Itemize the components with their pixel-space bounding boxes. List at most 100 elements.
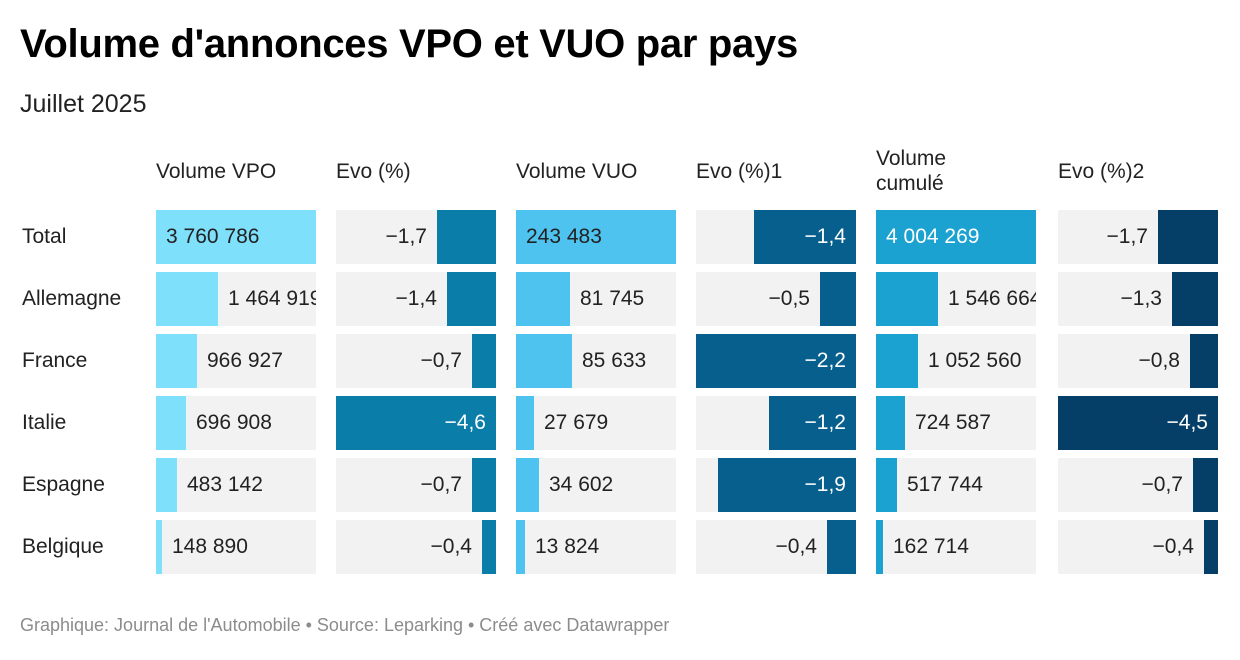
bar-vpo	[156, 520, 162, 574]
table-cell-evo1: −1,4	[336, 272, 496, 326]
table-cell-evo2: −0,5	[696, 272, 856, 326]
bar-cumul	[876, 210, 1036, 264]
value-label-evo3: −4,5	[1166, 411, 1208, 434]
table-cell-evo2: −0,4	[696, 520, 856, 574]
value-label-evo3: −0,8	[1138, 349, 1180, 372]
table-cell-evo3: −0,4	[1058, 520, 1218, 574]
value-label-vuo: 81 745	[580, 287, 645, 310]
value-label-evo2: −1,9	[804, 473, 846, 496]
bar-vpo	[156, 458, 177, 512]
bar-evo2	[820, 272, 856, 326]
value-label-evo3: −1,7	[1106, 225, 1148, 248]
table-cell-evo3: −1,3	[1058, 272, 1218, 326]
bar-vuo	[516, 334, 572, 388]
table-cell-vpo: 3 760 786	[156, 210, 316, 264]
table-cell-cumul: 1 052 560	[876, 334, 1036, 388]
bar-vpo	[156, 396, 186, 450]
table-cell-vpo: 966 927	[156, 334, 316, 388]
row-label: Espagne	[22, 473, 105, 496]
value-label-evo3: −0,7	[1141, 473, 1183, 496]
table-cell-vuo: 81 745	[516, 272, 676, 326]
value-label-evo2: −1,4	[804, 225, 846, 248]
bar-cumul	[876, 272, 938, 326]
table-cell-evo3: −0,7	[1058, 458, 1218, 512]
table-cell-vuo: 34 602	[516, 458, 676, 512]
bar-vuo	[516, 520, 525, 574]
bar-evo3	[1204, 520, 1218, 574]
table-cell-evo2: −2,2	[696, 334, 856, 388]
table-cell-evo1: −4,6	[336, 396, 496, 450]
bar-vpo	[156, 210, 316, 264]
table-cell-vpo: 1 464 919	[156, 272, 316, 326]
value-label-vuo: 27 679	[544, 411, 609, 434]
bar-evo3	[1190, 334, 1218, 388]
row-label: Total	[22, 225, 67, 248]
value-label-evo1: −1,4	[395, 287, 437, 310]
bar-vuo	[516, 272, 570, 326]
value-label-vpo: 148 890	[172, 535, 248, 558]
bar-evo3	[1193, 458, 1218, 512]
value-label-cumul: 1 546 664	[948, 287, 1036, 310]
value-label-evo2: −0,4	[775, 535, 817, 558]
value-label-evo1: −4,6	[444, 411, 486, 434]
value-label-evo3: −0,4	[1152, 535, 1194, 558]
row-label: Allemagne	[22, 287, 122, 310]
bar-cumul	[876, 334, 918, 388]
column-header-cumul: Volume cumulé	[876, 147, 947, 195]
value-label-vpo: 483 142	[187, 473, 263, 496]
bar-cumul	[876, 458, 897, 512]
value-label-vuo: 34 602	[549, 473, 614, 496]
bar-evo1	[437, 210, 496, 264]
table-cell-evo1: −0,7	[336, 458, 496, 512]
value-label-vpo: 696 908	[196, 411, 272, 434]
value-label-evo3: −1,3	[1120, 287, 1162, 310]
value-label-vpo: 3 760 786	[166, 225, 260, 248]
column-header-evo2: Evo (%)1	[696, 160, 783, 183]
table-cell-evo3: −0,8	[1058, 334, 1218, 388]
table-cell-evo3: −1,7	[1058, 210, 1218, 264]
bar-vpo	[156, 272, 218, 326]
bar-evo3	[1058, 396, 1218, 450]
value-label-evo1: −0,7	[420, 473, 462, 496]
bar-evo2	[718, 458, 856, 512]
bar-evo2	[827, 520, 856, 574]
column-header-evo1: Evo (%)	[336, 160, 411, 183]
table-cell-vpo: 483 142	[156, 458, 316, 512]
value-label-cumul: 724 587	[915, 411, 991, 434]
table-cell-vpo: 696 908	[156, 396, 316, 450]
column-header-evo3: Evo (%)2	[1058, 160, 1145, 183]
table-cell-evo2: −1,4	[696, 210, 856, 264]
bar-evo2	[754, 210, 856, 264]
row-label: Italie	[22, 411, 67, 434]
column-header-vuo: Volume VUO	[516, 160, 638, 183]
value-label-vpo: 1 464 919	[228, 287, 316, 310]
bar-evo2	[769, 396, 856, 450]
bar-evo2	[696, 334, 856, 388]
table-cell-cumul: 724 587	[876, 396, 1036, 450]
value-label-evo1: −0,7	[420, 349, 462, 372]
value-label-vuo: 85 633	[582, 349, 647, 372]
bar-evo1	[472, 458, 496, 512]
value-label-evo2: −1,2	[804, 411, 846, 434]
bar-vuo	[516, 210, 676, 264]
bar-evo3	[1158, 210, 1218, 264]
table-cell-evo2: −1,9	[696, 458, 856, 512]
table-cell-evo1: −1,7	[336, 210, 496, 264]
bar-evo1	[482, 520, 496, 574]
bar-vuo	[516, 458, 539, 512]
value-label-evo2: −2,2	[804, 349, 846, 372]
table-cell-vuo: 243 483	[516, 210, 676, 264]
bar-cumul	[876, 520, 883, 574]
row-label: Belgique	[22, 535, 104, 558]
bar-evo1	[447, 272, 496, 326]
bar-evo1	[336, 396, 496, 450]
row-label: France	[22, 349, 88, 372]
bar-evo3	[1172, 272, 1218, 326]
column-header-vpo: Volume VPO	[156, 160, 277, 183]
table-cell-vuo: 27 679	[516, 396, 676, 450]
table-cell-cumul: 162 714	[876, 520, 1036, 574]
table-cell-vuo: 85 633	[516, 334, 676, 388]
table-cell-vpo: 148 890	[156, 520, 316, 574]
value-label-cumul: 1 052 560	[928, 349, 1022, 372]
table-cell-evo3: −4,5	[1058, 396, 1218, 450]
